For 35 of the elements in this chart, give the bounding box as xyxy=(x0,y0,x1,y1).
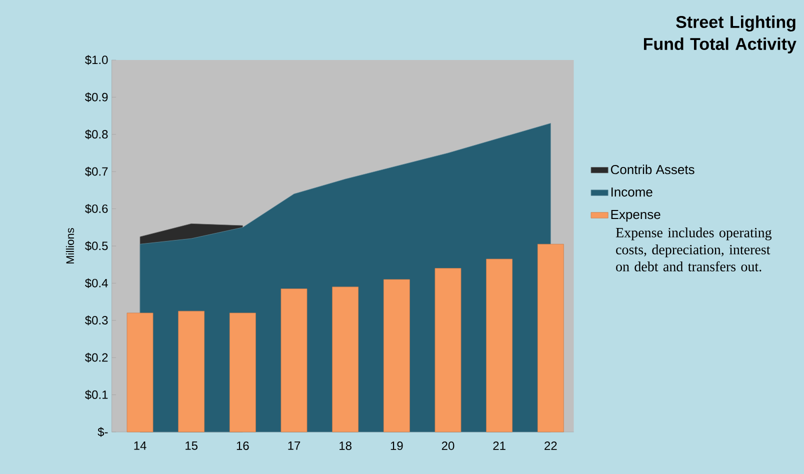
y-axis-title: Millions xyxy=(66,228,74,264)
y-tick-label: $- xyxy=(98,427,108,437)
y-tick-label: $0.9 xyxy=(85,92,108,102)
y-tick-label: $0.7 xyxy=(85,166,108,176)
bar xyxy=(126,312,154,432)
x-tick-label: 16 xyxy=(236,442,249,450)
x-tick-label: 20 xyxy=(442,442,454,450)
text: Street Lighting Fund Total Activity xyxy=(644,16,796,54)
bar xyxy=(229,312,256,432)
y-tick-label: $0.8 xyxy=(85,130,108,140)
y-tick-label: $0.6 xyxy=(85,204,108,214)
x-tick-label: 22 xyxy=(544,442,557,450)
text: Expense includes operating costs, depreciation, interest on debt and transfers out. xyxy=(616,228,772,272)
legend-label: Contrib Assets xyxy=(610,164,694,174)
y-tick-label: $1.0 xyxy=(85,55,108,65)
x-tick-label: 14 xyxy=(134,442,146,450)
y-tick-label: $0.2 xyxy=(85,352,108,362)
bar xyxy=(178,310,205,432)
y-tick-label: $0.5 xyxy=(85,241,108,251)
x-tick-label: 15 xyxy=(186,442,198,450)
bar xyxy=(383,279,410,432)
bar xyxy=(486,258,513,432)
x-tick-label: 21 xyxy=(493,442,506,450)
x-tick-label: 18 xyxy=(340,442,352,450)
bar xyxy=(332,286,359,432)
bar xyxy=(537,244,564,432)
x-tick-label: 19 xyxy=(390,442,403,450)
y-tick-label: $0.4 xyxy=(85,278,108,288)
legend-label: Income xyxy=(611,188,652,197)
bar xyxy=(434,268,462,432)
legend-label: Expense xyxy=(611,210,660,222)
x-tick-label: 17 xyxy=(288,442,300,450)
y-tick-label: $0.3 xyxy=(85,316,108,326)
y-tick-label: $0.1 xyxy=(85,390,108,400)
bar xyxy=(280,288,308,432)
